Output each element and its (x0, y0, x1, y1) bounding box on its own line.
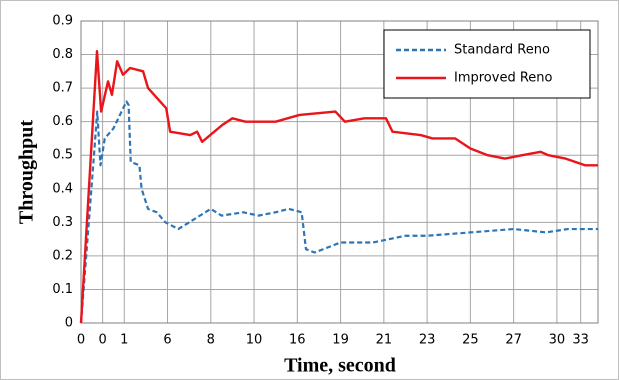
y-tick-label: 0.1 (52, 282, 73, 297)
x-tick-label: 25 (462, 333, 479, 348)
y-tick-label: 0 (65, 316, 73, 331)
y-tick-label: 0.3 (52, 215, 73, 230)
y-tick-label: 0.2 (52, 248, 73, 263)
series-line (79, 100, 598, 324)
y-tick-label: 0.8 (52, 47, 73, 62)
plot-border (80, 20, 599, 324)
x-tick-label: 0 (77, 333, 85, 348)
x-tick-label: 0 (98, 333, 106, 348)
x-tick-label: 30 (549, 333, 566, 348)
x-tick-label: 19 (332, 333, 349, 348)
series-line (79, 50, 598, 324)
legend-box (383, 29, 591, 99)
y-tick-label: 0.6 (52, 114, 73, 129)
x-tick-label: 33 (572, 333, 589, 348)
x-axis-title: Time, second (284, 355, 396, 377)
legend-label: Standard Reno (454, 43, 550, 58)
x-tick-label: 21 (376, 333, 393, 348)
x-tick-label: 10 (246, 333, 263, 348)
legend-label: Improved Reno (454, 71, 553, 86)
y-tick-label: 0.7 (52, 81, 73, 96)
y-tick-label: 0.9 (52, 14, 73, 29)
x-tick-label: 8 (207, 333, 215, 348)
y-axis-title: Throughput (16, 120, 38, 224)
y-tick-label: 0.5 (52, 148, 73, 163)
x-tick-label: 16 (289, 333, 306, 348)
x-tick-label: 23 (419, 333, 436, 348)
x-tick-label: 27 (505, 333, 522, 348)
y-tick-label: 0.4 (52, 181, 73, 196)
x-tick-label: 1 (120, 333, 128, 348)
x-tick-label: 6 (163, 333, 171, 348)
